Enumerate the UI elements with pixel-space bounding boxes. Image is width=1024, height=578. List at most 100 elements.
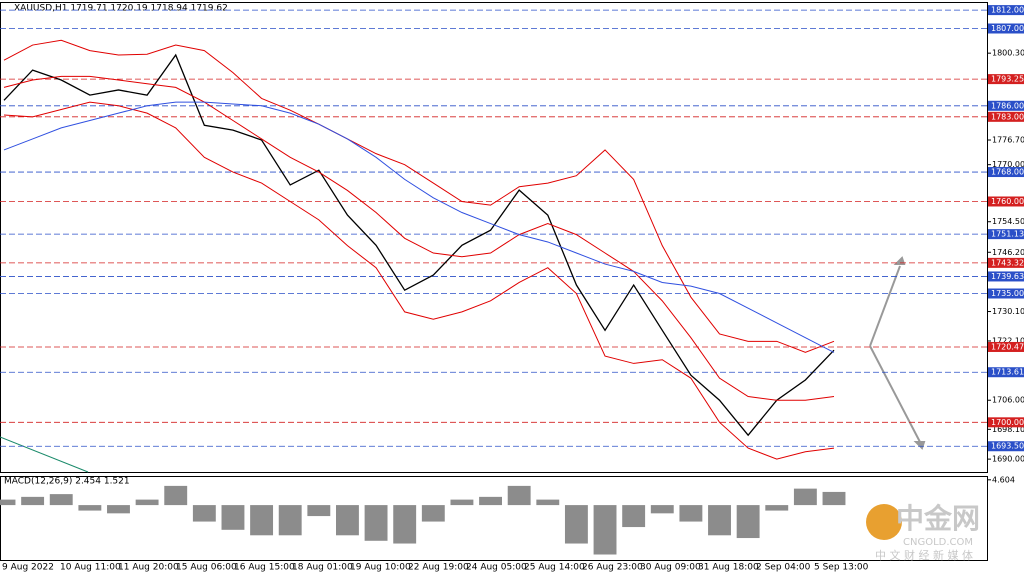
macd-bar xyxy=(250,505,274,536)
x-tick-label: 18 Aug 01:00 xyxy=(292,563,353,573)
macd-bar xyxy=(393,505,417,544)
macd-title: MACD(12,26,9) 2.454 1.521 xyxy=(4,477,130,487)
watermark-logo: 中金网 xyxy=(896,502,980,535)
level-box xyxy=(988,167,1024,178)
y-tick-label: 1746.20 xyxy=(992,248,1024,257)
level-box xyxy=(988,100,1024,111)
main-frame xyxy=(0,2,988,473)
macd-bar xyxy=(536,499,560,506)
level-box xyxy=(988,341,1024,352)
macd-bar xyxy=(450,499,474,506)
level-label: 1735.00 xyxy=(991,289,1024,298)
x-tick-label: 9 Aug 2022 xyxy=(2,563,54,573)
macd-bar xyxy=(364,505,388,541)
level-box xyxy=(988,441,1024,452)
macd-bar xyxy=(336,505,359,536)
macd-bar xyxy=(679,505,703,522)
level-label: 1807.00 xyxy=(991,24,1024,33)
macd-bar xyxy=(164,485,188,506)
macd-bar xyxy=(107,505,130,514)
level-label: 1760.00 xyxy=(991,197,1024,206)
macd-bar xyxy=(0,499,16,506)
macd-bar xyxy=(135,499,159,506)
macd-bar xyxy=(421,505,445,522)
symbol-title: XAUUSD,H1 1719.71 1720.19 1718.94 1719.6… xyxy=(14,4,228,14)
macd-bar xyxy=(307,505,331,517)
macd-bar xyxy=(78,505,102,511)
y-tick-label: 4.604 xyxy=(992,475,1015,484)
level-label: 1713.61 xyxy=(991,368,1024,377)
x-tick-label: 15 Aug 06:00 xyxy=(176,563,237,573)
x-tick-label: 25 Aug 14:00 xyxy=(524,563,585,573)
level-label: 1693.50 xyxy=(991,442,1024,451)
x-tick-label: 30 Aug 09:00 xyxy=(640,563,701,573)
y-tick-label: 1722.10 xyxy=(992,336,1024,345)
y-tick-label: 1776.70 xyxy=(992,136,1024,145)
macd-bar xyxy=(708,505,731,536)
x-tick-label: 16 Aug 15:00 xyxy=(234,563,295,573)
level-label: 1739.63 xyxy=(991,272,1024,281)
macd-bar xyxy=(593,505,617,555)
x-tick-label: 26 Aug 23:00 xyxy=(582,563,643,573)
level-box xyxy=(988,74,1024,85)
indicator-line xyxy=(3,101,835,460)
level-label: 1700.00 xyxy=(991,418,1024,427)
x-tick-label: 5 Sep 13:00 xyxy=(814,563,869,573)
level-label: 1743.32 xyxy=(991,258,1024,267)
forecast-arrows xyxy=(869,256,926,450)
macd-bar xyxy=(507,485,531,506)
level-box xyxy=(988,23,1024,34)
x-tick-label: 31 Aug 18:00 xyxy=(698,563,759,573)
watermark-slogan: 中 文 财 经 新 媒 体 xyxy=(875,548,973,562)
x-tick-label: 22 Aug 19:00 xyxy=(408,563,469,573)
macd-bar xyxy=(21,496,45,506)
watermark-site: CNGOLD.COM xyxy=(903,537,973,548)
level-box xyxy=(988,111,1024,122)
y-tick-label: 1690.00 xyxy=(992,455,1024,464)
macd-bar xyxy=(650,505,674,514)
macd-bar xyxy=(622,505,646,528)
trend-line xyxy=(0,436,89,473)
x-tick-label: 11 Aug 20:00 xyxy=(118,563,179,573)
level-label: 1786.00 xyxy=(991,101,1024,110)
y-tick-label: 1800.30 xyxy=(992,49,1024,58)
x-tick-label: 10 Aug 11:00 xyxy=(60,563,121,573)
price-line xyxy=(3,53,835,437)
level-box xyxy=(988,5,1024,16)
macd-bar xyxy=(736,505,760,539)
y-tick-label: 1698.10 xyxy=(992,425,1024,434)
y-tick-label: 1706.00 xyxy=(992,396,1024,405)
level-box xyxy=(988,196,1024,207)
macd-bar xyxy=(49,494,73,506)
level-label: 1793.25 xyxy=(991,75,1024,84)
level-label: 1783.00 xyxy=(991,112,1024,121)
x-tick-label: 24 Aug 05:00 xyxy=(466,563,527,573)
macd-bar xyxy=(765,505,789,511)
macd-bar xyxy=(278,505,302,536)
indicator-line xyxy=(3,39,835,353)
macd-bar xyxy=(221,505,245,530)
macd-bar xyxy=(793,488,817,506)
level-box xyxy=(988,257,1024,268)
logo-icon xyxy=(866,504,902,540)
macd-frame xyxy=(0,476,988,561)
y-tick-label: 1754.50 xyxy=(992,217,1024,226)
y-tick-label: 1770.00 xyxy=(992,160,1024,169)
level-box xyxy=(988,229,1024,240)
indicator-line xyxy=(3,101,835,353)
level-label: 1768.00 xyxy=(991,168,1024,177)
indicator-line xyxy=(3,75,835,401)
macd-bar xyxy=(822,491,846,506)
level-box xyxy=(988,367,1024,378)
level-box xyxy=(988,417,1024,428)
x-tick-label: 2 Sep 04:00 xyxy=(756,563,811,573)
level-box xyxy=(988,271,1024,282)
level-label: 1751.13 xyxy=(991,230,1024,239)
x-tick-label: 19 Aug 10:00 xyxy=(350,563,411,573)
level-box xyxy=(988,288,1024,299)
level-label: 1812.00 xyxy=(991,6,1024,15)
level-label: 1720.47 xyxy=(991,342,1024,351)
macd-bar xyxy=(479,496,502,506)
y-tick-label: 1730.10 xyxy=(992,307,1024,316)
